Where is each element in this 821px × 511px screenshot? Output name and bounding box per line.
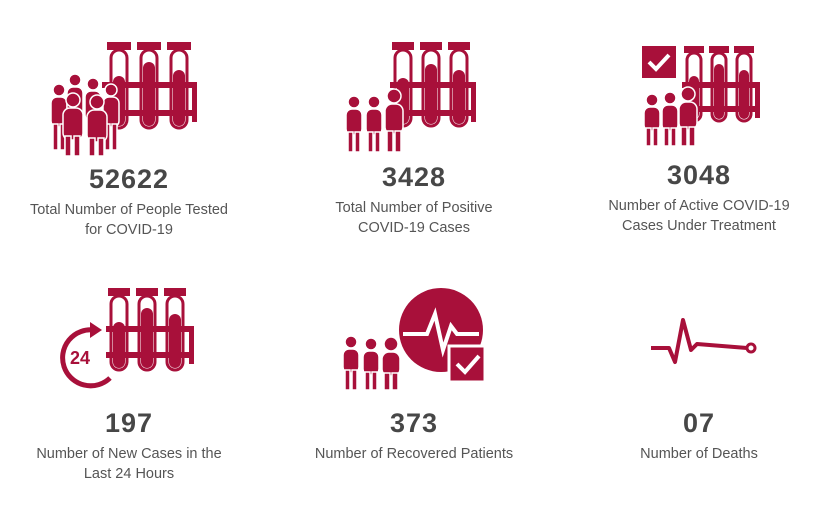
stat-value: 07 (682, 408, 716, 438)
stat-value: 197 (104, 408, 154, 438)
stat-value: 3048 (666, 160, 732, 190)
flatline-pulse-icon (651, 318, 757, 364)
24-hours-test-tubes-icon: 24 (60, 288, 194, 389)
people-test-tubes-icon (50, 42, 197, 157)
stat-card-positive-cases: 3428 Total Number of Positive COVID-19 C… (279, 40, 549, 238)
stat-label: Number of Deaths (564, 444, 821, 464)
stat-label: Total Number of Positive COVID-19 Cases (279, 198, 549, 238)
checkbox-people-test-tubes-icon (642, 46, 760, 147)
stat-label-line: Total Number of Positive (335, 200, 493, 216)
stat-value: 3428 (381, 162, 447, 192)
stat-card-active-cases: 3048 Number of Active COVID-19 Cases Und… (564, 42, 821, 236)
stat-card-deaths: 07 Number of Deaths (564, 286, 821, 464)
stat-label: Number of Recovered Patients (279, 444, 549, 464)
stat-label-line: Last 24 Hours (83, 466, 175, 482)
svg-text:24: 24 (70, 348, 90, 368)
stat-label-line: for COVID-19 (85, 222, 173, 238)
stat-card-new-cases: 24 197 Number of New Cases in the Last 2… (0, 286, 264, 484)
stat-label-line: Number of New Cases in the (36, 446, 222, 462)
stat-label-line: Cases Under Treatment (622, 218, 776, 234)
stat-label: Number of New Cases in the Last 24 Hours (0, 444, 264, 484)
people-test-tubes-icon (345, 42, 476, 153)
stat-label: Number of Active COVID-19 Cases Under Tr… (564, 196, 821, 236)
stat-label-line: Number of Deaths (640, 446, 758, 462)
stat-value: 373 (389, 408, 439, 438)
stat-card-people-tested: 52622 Total Number of People Tested for … (0, 40, 264, 240)
stat-label: Total Number of People Tested for COVID-… (0, 200, 264, 240)
recovered-heartbeat-icon (342, 288, 487, 391)
stat-label-line: Number of Recovered Patients (314, 446, 514, 462)
stat-label-line: Total Number of People Tested (29, 202, 228, 218)
stat-label-line: COVID-19 Cases (357, 220, 470, 236)
stat-value: 52622 (88, 164, 170, 194)
stat-label-line: Number of Active COVID-19 (608, 198, 790, 214)
stat-card-recovered: 373 Number of Recovered Patients (279, 286, 549, 464)
